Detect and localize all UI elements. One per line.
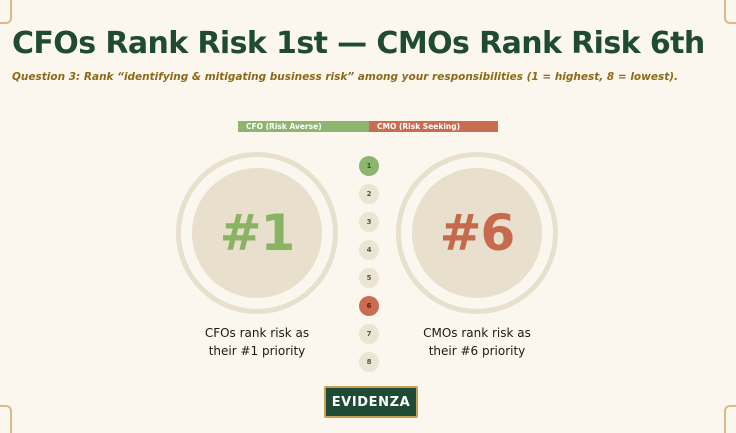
evidenza-logo: EVIDENZA [324,386,418,418]
cmo-caption: CMOs rank risk as their #6 priority [392,324,562,360]
rank-dot-7: 7 [359,324,379,344]
logo-text: EVIDENZA [331,394,411,410]
legend-cmo: CMO (Risk Seeking) [369,121,498,132]
legend-cfo: CFO (Risk Averse) [238,121,369,132]
corner-ornament [0,0,12,24]
rank-dot-3: 3 [359,212,379,232]
cmo-rank-value: #6 [412,168,542,298]
cmo-caption-line1: CMOs rank risk as [423,326,531,340]
cmo-rank-ring: #6 [396,152,558,314]
rank-dot-1: 1 [359,156,379,176]
legend: CFO (Risk Averse) CMO (Risk Seeking) [238,121,498,132]
rank-dot-2: 2 [359,184,379,204]
slide-subtitle: Question 3: Rank “identifying & mitigati… [12,71,679,83]
rank-scale: 1 2 3 4 5 6 7 8 [357,156,381,380]
cfo-rank-ring: #1 [176,152,338,314]
rank-dot-4: 4 [359,240,379,260]
cfo-caption: CFOs rank risk as their #1 priority [172,324,342,360]
slide-title: CFOs Rank Risk 1st — CMOs Rank Risk 6th [12,26,705,61]
rank-dot-5: 5 [359,268,379,288]
corner-ornament [724,405,736,433]
corner-ornament [0,405,12,433]
cfo-caption-line2: their #1 priority [208,344,306,358]
cfo-caption-line1: CFOs rank risk as [204,326,310,340]
rank-dot-6: 6 [359,296,379,316]
corner-ornament [724,0,736,24]
cfo-rank-value: #1 [192,168,322,298]
rank-dot-8: 8 [359,352,379,372]
cmo-caption-line2: their #6 priority [428,344,526,358]
